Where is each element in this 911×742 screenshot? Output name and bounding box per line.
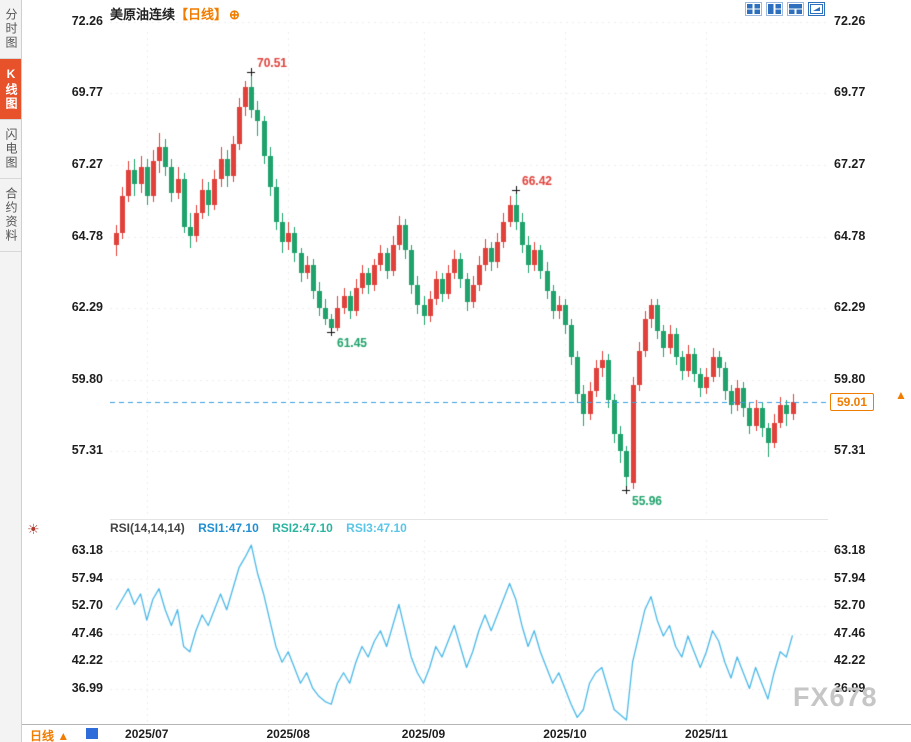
layout-icon-group bbox=[745, 2, 825, 16]
add-overlay-icon[interactable]: ⊕ bbox=[229, 7, 240, 22]
axis-tick-label: 57.94 bbox=[71, 570, 103, 585]
axis-tick-label: 42.22 bbox=[834, 653, 866, 668]
axis-tick-label: 57.94 bbox=[834, 570, 866, 585]
watermark: FX678 bbox=[793, 682, 878, 712]
axis-tick-label: 69.77 bbox=[71, 85, 103, 100]
axis-tick-label: 52.70 bbox=[834, 598, 866, 613]
axis-tick-label: 47.46 bbox=[71, 625, 103, 640]
time-axis-label: 2025/07 bbox=[125, 727, 169, 741]
layout-expand-icon[interactable] bbox=[808, 2, 825, 16]
scrollbar-handle[interactable] bbox=[86, 728, 98, 739]
time-axis-label: 2025/09 bbox=[401, 727, 446, 741]
layout-split-rows-icon[interactable] bbox=[787, 2, 804, 16]
axis-tick-label: 47.46 bbox=[834, 625, 866, 640]
axis-tick-label: 63.18 bbox=[834, 543, 866, 557]
time-axis-label: 2025/11 bbox=[685, 727, 728, 741]
price-arrow-marker[interactable]: ▲ bbox=[895, 388, 907, 402]
axis-tick-label: 36.99 bbox=[71, 680, 103, 695]
symbol-name: 美原油连续 bbox=[110, 7, 176, 22]
axis-tick-label: 72.26 bbox=[834, 14, 866, 28]
axis-tick-label: 57.31 bbox=[834, 443, 866, 458]
sidebar-tab-lightning-chart[interactable]: 闪电图 bbox=[0, 120, 21, 179]
time-axis-label: 2025/08 bbox=[266, 727, 310, 741]
rsi-right-axis: 63.18 57.94 52.70 47.46 42.22 36.99 bbox=[834, 0, 894, 742]
axis-tick-label: 63.18 bbox=[71, 543, 103, 557]
right-price-axis: 72.26 69.77 67.27 64.78 62.29 59.80 57.31 bbox=[834, 0, 894, 742]
axis-tick-label: 52.70 bbox=[71, 598, 103, 613]
panel-divider bbox=[110, 519, 828, 520]
rsi-left-axis: 63.18 57.94 52.70 47.46 42.22 36.99 bbox=[58, 0, 105, 742]
rsi-name[interactable]: RSI(14,14,14) bbox=[110, 521, 185, 535]
layout-split-columns-icon[interactable] bbox=[766, 2, 783, 16]
main-chart-canvas[interactable] bbox=[110, 18, 828, 519]
rsi3-value: RSI3:47.10 bbox=[346, 521, 407, 535]
axis-tick-label: 42.22 bbox=[71, 653, 103, 668]
sidebar-tab-kline-chart[interactable]: K线图 bbox=[0, 59, 21, 120]
rsi-header: RSI(14,14,14) RSI1:47.10 RSI2:47.10 RSI3… bbox=[110, 521, 417, 535]
period-selector[interactable]: 日线 ▲ bbox=[30, 729, 70, 742]
rsi-chart-canvas[interactable] bbox=[110, 540, 828, 724]
axis-tick-label: 62.29 bbox=[834, 300, 866, 315]
period-badge[interactable]: 【日线】 bbox=[175, 7, 228, 22]
axis-tick-label: 64.78 bbox=[71, 228, 103, 243]
current-price-tag: 59.01 bbox=[830, 393, 875, 411]
sidebar: 分时图 K线图 闪电图 合约资料 bbox=[0, 0, 22, 742]
chart-title: 美原油连续【日线】 ⊕ bbox=[110, 4, 240, 23]
axis-tick-label: 62.29 bbox=[71, 300, 103, 315]
axis-tick-label: 64.78 bbox=[834, 228, 866, 243]
bottom-bar: 日线 ▲ 2025/07 2025/08 2025/09 2025/10 2025/11 bbox=[22, 724, 911, 742]
axis-tick-label: 67.27 bbox=[834, 157, 866, 172]
axis-tick-label: 72.26 bbox=[71, 14, 103, 28]
axis-tick-label: 59.80 bbox=[834, 371, 866, 386]
rsi1-value: RSI1:47.10 bbox=[198, 521, 259, 535]
rsi2-value: RSI2:47.10 bbox=[272, 521, 333, 535]
indicator-settings-icon[interactable]: ☀ bbox=[27, 521, 40, 537]
axis-tick-label: 57.31 bbox=[71, 443, 103, 458]
sidebar-tab-contract-info[interactable]: 合约资料 bbox=[0, 179, 21, 252]
axis-tick-label: 69.77 bbox=[834, 85, 866, 100]
left-price-axis: 72.26 69.77 67.27 64.78 62.29 59.80 57.31 bbox=[58, 0, 105, 742]
axis-tick-label: 36.99 bbox=[834, 680, 866, 695]
layout-quad-icon[interactable] bbox=[745, 2, 762, 16]
time-axis-label: 2025/10 bbox=[543, 727, 587, 741]
sidebar-tab-time-chart[interactable]: 分时图 bbox=[0, 0, 21, 59]
axis-tick-label: 59.80 bbox=[71, 371, 103, 386]
axis-tick-label: 67.27 bbox=[71, 157, 103, 172]
